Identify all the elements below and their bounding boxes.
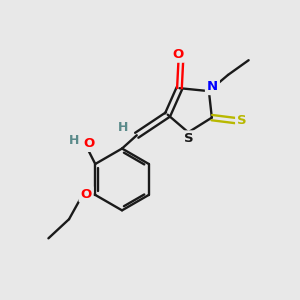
Text: O: O	[172, 48, 184, 61]
Text: H: H	[118, 122, 129, 134]
Text: O: O	[83, 137, 95, 150]
Text: H: H	[69, 134, 80, 147]
Text: N: N	[207, 80, 218, 93]
Text: S: S	[237, 114, 247, 127]
Text: S: S	[184, 132, 194, 145]
Text: O: O	[80, 188, 92, 201]
